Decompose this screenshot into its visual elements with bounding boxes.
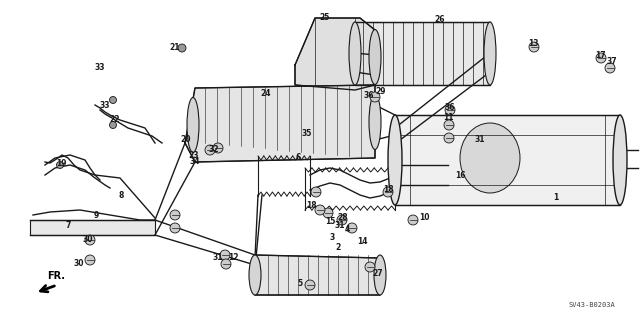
Text: 3: 3: [330, 234, 335, 242]
Text: 26: 26: [435, 16, 445, 25]
Ellipse shape: [613, 115, 627, 205]
Ellipse shape: [221, 259, 231, 269]
Polygon shape: [395, 115, 620, 205]
Ellipse shape: [365, 262, 375, 272]
Ellipse shape: [178, 44, 186, 52]
Ellipse shape: [349, 22, 361, 85]
Text: 1: 1: [554, 194, 559, 203]
Ellipse shape: [460, 123, 520, 193]
Text: 24: 24: [260, 88, 271, 98]
Text: 30: 30: [74, 259, 84, 269]
Ellipse shape: [445, 105, 455, 115]
Ellipse shape: [170, 210, 180, 220]
Text: 17: 17: [595, 50, 605, 60]
Text: 7: 7: [65, 221, 70, 231]
Ellipse shape: [596, 53, 606, 63]
Text: 10: 10: [419, 213, 429, 222]
Text: 9: 9: [93, 211, 99, 219]
Text: 23: 23: [189, 151, 199, 160]
Ellipse shape: [109, 122, 116, 129]
Ellipse shape: [311, 187, 321, 197]
Polygon shape: [185, 85, 375, 162]
Text: 28: 28: [338, 213, 348, 222]
Text: 30: 30: [83, 235, 93, 244]
Text: 4: 4: [344, 225, 349, 234]
Text: 25: 25: [320, 13, 330, 23]
Ellipse shape: [369, 29, 381, 85]
Ellipse shape: [484, 22, 496, 85]
Ellipse shape: [369, 94, 381, 150]
Polygon shape: [355, 22, 490, 85]
Text: 37: 37: [607, 57, 618, 66]
Ellipse shape: [213, 143, 223, 153]
Polygon shape: [295, 18, 375, 90]
Ellipse shape: [85, 255, 95, 265]
Ellipse shape: [109, 97, 116, 103]
Text: 34: 34: [189, 158, 200, 167]
Ellipse shape: [383, 187, 393, 197]
Text: 36: 36: [364, 91, 374, 100]
Ellipse shape: [408, 215, 418, 225]
Text: 31: 31: [475, 136, 485, 145]
Text: SV43-B0203A: SV43-B0203A: [568, 302, 615, 308]
Text: 33: 33: [100, 101, 110, 110]
Text: 21: 21: [170, 42, 180, 51]
Text: 13: 13: [528, 39, 538, 48]
Text: 32: 32: [209, 145, 220, 153]
Polygon shape: [30, 220, 155, 235]
Ellipse shape: [444, 120, 454, 130]
Text: 8: 8: [118, 191, 124, 201]
Polygon shape: [255, 255, 380, 295]
Text: 6: 6: [296, 152, 301, 161]
Text: 5: 5: [298, 278, 303, 287]
Text: 22: 22: [109, 115, 120, 124]
Text: 18: 18: [383, 186, 394, 195]
Text: 27: 27: [372, 270, 383, 278]
Text: 35: 35: [302, 129, 312, 137]
Text: 20: 20: [180, 135, 191, 144]
Ellipse shape: [388, 115, 402, 205]
Text: 33: 33: [95, 63, 105, 71]
Text: 2: 2: [335, 243, 340, 253]
Ellipse shape: [370, 92, 380, 102]
Ellipse shape: [315, 205, 325, 215]
Text: 14: 14: [356, 238, 367, 247]
Ellipse shape: [305, 280, 315, 290]
Ellipse shape: [347, 223, 357, 233]
Ellipse shape: [323, 208, 333, 218]
Ellipse shape: [56, 161, 63, 168]
Ellipse shape: [220, 250, 230, 260]
Ellipse shape: [374, 255, 386, 295]
Ellipse shape: [187, 98, 199, 152]
Text: 36: 36: [445, 102, 455, 112]
Ellipse shape: [529, 42, 539, 52]
Text: FR.: FR.: [47, 271, 65, 281]
Text: 15: 15: [325, 218, 335, 226]
Ellipse shape: [205, 145, 215, 155]
Ellipse shape: [605, 63, 615, 73]
Text: 16: 16: [455, 170, 465, 180]
Text: 19: 19: [56, 160, 67, 168]
Ellipse shape: [337, 215, 347, 225]
Text: 29: 29: [376, 87, 387, 97]
Text: 31: 31: [335, 220, 345, 229]
Text: 12: 12: [228, 254, 238, 263]
Text: 11: 11: [443, 114, 453, 122]
Ellipse shape: [170, 223, 180, 233]
Text: 18: 18: [306, 201, 316, 210]
Ellipse shape: [444, 133, 454, 143]
Ellipse shape: [85, 235, 95, 245]
Ellipse shape: [249, 255, 261, 295]
Text: 31: 31: [212, 254, 223, 263]
